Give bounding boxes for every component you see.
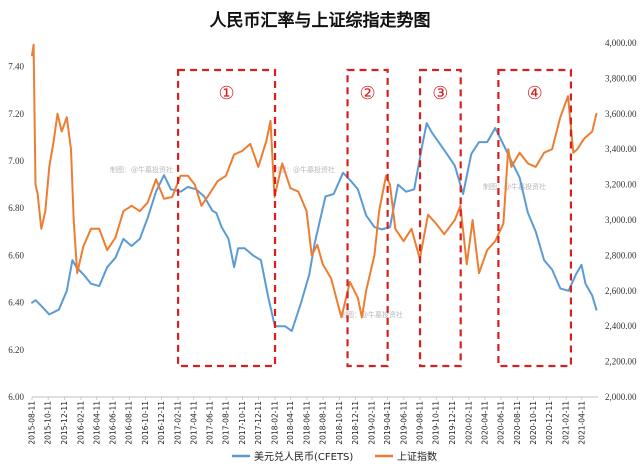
x-tick-label: 2015-10-11: [44, 401, 53, 445]
x-tick-label: 2020-10-11: [529, 401, 538, 445]
x-tick-label: 2020-06-11: [497, 401, 506, 445]
right-tick-label: 2,800.00: [605, 250, 637, 260]
series-layer: [31, 43, 598, 332]
left-tick-label: 6.20: [8, 345, 24, 355]
left-tick-label: 7.00: [8, 156, 24, 166]
x-tick-label: 2016-02-11: [76, 401, 85, 445]
legend-label-usd-cny: 美元兑人民币(CFETS): [254, 450, 353, 463]
highlight-label-4: ④: [527, 83, 543, 104]
x-tick-label: 2016-06-11: [109, 401, 118, 445]
x-tick-label: 2019-10-11: [432, 401, 441, 445]
watermark-text: 制图：@牛墓投资社: [272, 165, 335, 174]
x-tick-label: 2016-10-11: [141, 401, 150, 445]
x-tick-label: 2020-02-11: [464, 401, 473, 445]
x-tick-label: 2017-06-11: [205, 401, 214, 445]
legend: 美元兑人民币(CFETS) 上证指数: [232, 450, 437, 463]
x-tick-label: 2021-02-11: [562, 401, 571, 445]
right-tick-label: 3,400.00: [605, 144, 637, 154]
highlight-label-1: ①: [218, 83, 234, 104]
left-tick-label: 6.40: [8, 298, 24, 308]
right-tick-label: 3,800.00: [605, 73, 637, 83]
right-tick-label: 2,400.00: [605, 321, 637, 331]
highlight-label-2: ②: [360, 83, 376, 104]
x-tick-label: 2018-04-11: [286, 401, 295, 445]
x-tick-label: 2017-12-11: [254, 401, 263, 445]
x-tick-label: 2018-12-11: [351, 401, 360, 445]
x-tick-label: 2017-10-11: [238, 401, 247, 445]
x-tick-label: 2020-04-11: [480, 401, 489, 445]
right-axis-ticks: 2,000.00 2,200.00 2,400.00 2,600.00 2,800.00…: [605, 38, 637, 402]
x-tick-label: 2016-12-11: [157, 401, 166, 445]
right-tick-label: 3,000.00: [605, 215, 637, 225]
highlight-box-4: [497, 68, 573, 368]
legend-label-shanghai-index: 上证指数: [397, 450, 437, 463]
x-tick-label: 2017-04-11: [189, 401, 198, 445]
left-tick-label: 7.40: [8, 62, 24, 72]
right-tick-label: 2,600.00: [605, 286, 637, 296]
x-tick-label: 2018-10-11: [335, 401, 344, 445]
x-tick-label: 2018-06-11: [302, 401, 311, 445]
x-tick-label: 2019-12-11: [448, 401, 457, 445]
x-tick-label: 2018-08-11: [319, 401, 328, 445]
shanghai-index-series-line: [31, 43, 598, 319]
left-tick-label: 7.20: [8, 109, 24, 119]
right-tick-label: 3,600.00: [605, 109, 637, 119]
x-axis-ticks: 2015-08-11 2015-10-11 2015-12-11 2016-02-11…: [28, 397, 586, 445]
x-tick-label: 2019-06-11: [399, 401, 408, 445]
x-tick-label: 2019-04-11: [383, 401, 392, 445]
x-tick-label: 2018-02-11: [271, 401, 280, 445]
watermark-text: 制图：@牛墓投资社: [110, 165, 173, 174]
highlight-label-3: ③: [432, 83, 448, 104]
usd-cny-series-line: [31, 122, 598, 332]
left-tick-label: 6.60: [8, 250, 24, 260]
watermark-text: 制图：@牛墓投资社: [483, 182, 546, 191]
x-tick-label: 2019-02-11: [367, 401, 376, 445]
x-tick-label: 2015-12-11: [60, 401, 69, 445]
right-tick-label: 3,200.00: [605, 180, 637, 190]
highlight-periods: ① ② ③ ④: [176, 68, 573, 368]
x-tick-label: 2017-02-11: [174, 401, 183, 445]
x-tick-label: 2016-04-11: [92, 401, 101, 445]
left-tick-label: 6.80: [8, 203, 24, 213]
watermark-text: 制图：@牛墓投资社: [340, 310, 403, 319]
x-tick-label: 2020-08-11: [513, 401, 522, 445]
right-tick-label: 4,000.00: [605, 38, 637, 48]
left-tick-label: 6.00: [8, 392, 24, 402]
x-tick-label: 2021-04-11: [577, 401, 586, 445]
right-tick-label: 2,200.00: [605, 357, 637, 367]
left-axis-ticks: 6.00 6.20 6.40 6.60 6.80 7.00 7.20 7.40: [8, 62, 24, 402]
highlight-box-1: [176, 68, 277, 368]
x-tick-label: 2020-12-11: [545, 401, 554, 445]
chart-title: 人民币汇率与上证综指走势图: [210, 10, 431, 31]
x-tick-label: 2019-08-11: [416, 401, 425, 445]
right-tick-label: 2,000.00: [605, 392, 637, 402]
x-tick-label: 2017-08-11: [222, 401, 231, 445]
x-tick-label: 2016-08-11: [125, 401, 134, 445]
x-tick-label: 2015-08-11: [28, 401, 37, 445]
